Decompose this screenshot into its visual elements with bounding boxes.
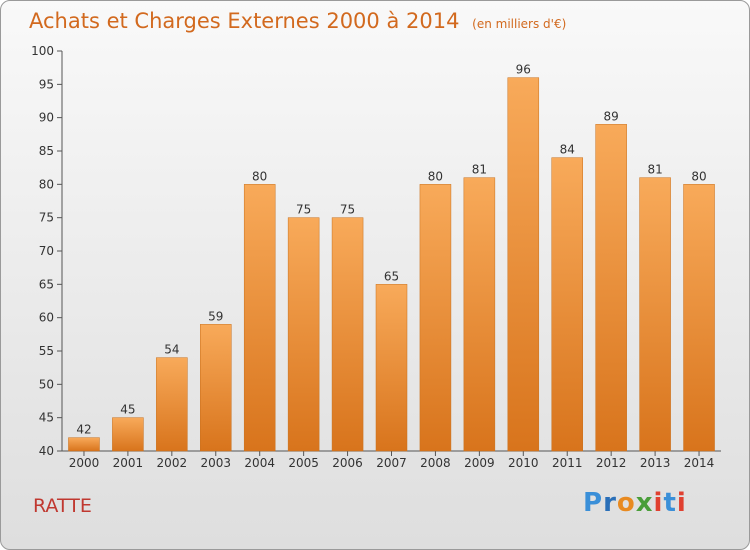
y-tick-label: 85	[39, 144, 54, 158]
bar	[68, 437, 100, 452]
logo-letter: o	[616, 488, 636, 518]
y-tick-label: 45	[39, 411, 54, 425]
bar-value-label: 54	[164, 343, 179, 357]
bar-value-label: 42	[76, 423, 91, 437]
y-tick-label: 70	[39, 244, 54, 258]
chart-axes: 40 45 50 55 60 65 70 75 80 85 90 95 100 2000 2001 2002 2…	[31, 44, 721, 470]
location-label: RATTE	[33, 495, 92, 517]
chart-title: Achats et Charges Externes 2000 à 2014 (…	[29, 9, 566, 33]
x-tick-label: 2006	[332, 456, 363, 470]
y-tick-label: 90	[39, 111, 54, 125]
x-tick-label: 2011	[552, 456, 583, 470]
y-tick-label: 40	[39, 444, 54, 458]
logo-letter: x	[635, 488, 654, 518]
bar	[551, 157, 583, 452]
bar	[331, 217, 364, 452]
y-tick-label: 95	[39, 77, 54, 91]
y-tick-label: 80	[39, 177, 54, 191]
y-tick-label: 75	[39, 211, 54, 225]
bar-value-label: 81	[647, 163, 662, 177]
bar	[156, 357, 188, 452]
y-tick-label: 55	[39, 344, 54, 358]
bar	[639, 177, 671, 452]
x-tick-label: 2012	[596, 456, 627, 470]
bar-value-label: 89	[604, 109, 619, 123]
bar	[287, 217, 320, 452]
x-tick-label: 2000	[69, 456, 100, 470]
x-tick-label: 2003	[200, 456, 231, 470]
y-tick-label: 65	[39, 277, 54, 291]
x-tick-label: 2009	[464, 456, 495, 470]
bar-value-label: 65	[384, 269, 399, 283]
bar-value-label: 59	[208, 309, 223, 323]
logo-letter: i	[676, 488, 687, 518]
bar	[595, 124, 627, 452]
bar-value-label: 81	[472, 163, 487, 177]
x-tick-label: 2010	[508, 456, 539, 470]
logo-letter: P	[583, 488, 604, 518]
logo-letter: t	[663, 488, 677, 518]
chart-title-text: Achats et Charges Externes 2000 à 2014	[29, 9, 460, 33]
bar	[507, 77, 540, 452]
bar	[200, 324, 232, 452]
x-tick-label: 2005	[288, 456, 319, 470]
x-tick-label: 2002	[157, 456, 188, 470]
bar-value-label: 45	[120, 403, 135, 417]
y-tick-label: 100	[31, 44, 54, 58]
logo-letter: r	[603, 488, 617, 518]
bar-value-label: 96	[516, 63, 531, 77]
bar	[419, 184, 452, 452]
y-tick-label: 50	[39, 377, 54, 391]
bar	[112, 417, 144, 452]
chart-bars: 42 45 54 59 80 75 75 65 80 81 96 84 89 81 80	[68, 63, 715, 452]
bar-value-label: 75	[340, 203, 355, 217]
x-tick-label: 2013	[640, 456, 671, 470]
bar	[243, 184, 276, 452]
chart-subtitle: (en milliers d'€)	[472, 17, 567, 31]
bar-value-label: 80	[691, 169, 706, 183]
x-tick-label: 2008	[420, 456, 451, 470]
bar-value-label: 75	[296, 203, 311, 217]
bar-value-label: 80	[252, 169, 267, 183]
bar	[683, 184, 715, 452]
bar-value-label: 84	[560, 143, 575, 157]
x-tick-label: 2001	[113, 456, 144, 470]
x-tick-label: 2004	[244, 456, 275, 470]
bar	[375, 284, 408, 452]
x-tick-label: 2014	[684, 456, 715, 470]
logo-letter: i	[653, 488, 664, 518]
y-tick-label: 60	[39, 311, 54, 325]
proxiti-logo: Proxiti	[583, 488, 687, 518]
x-tick-label: 2007	[376, 456, 407, 470]
bar	[463, 177, 496, 452]
bar-value-label: 80	[428, 169, 443, 183]
